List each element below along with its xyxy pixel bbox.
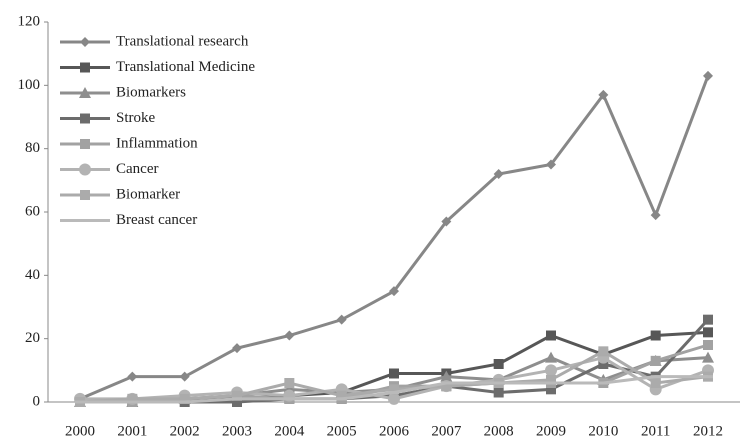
data-point [598, 346, 609, 357]
legend-marker [80, 113, 90, 124]
data-point [179, 393, 190, 404]
data-point [127, 400, 138, 404]
legend-marker [80, 62, 90, 73]
data-point [650, 375, 661, 379]
data-point [493, 387, 504, 398]
data-point [284, 397, 295, 401]
data-point [546, 330, 556, 341]
data-point [389, 391, 399, 394]
data-point [284, 378, 295, 388]
legend-label: Translational Medicine [116, 59, 255, 75]
data-point [493, 359, 504, 369]
data-point [650, 378, 661, 388]
data-point [441, 381, 452, 385]
x-tick-label: 2010 [588, 423, 618, 439]
y-tick-label: 20 [25, 330, 40, 346]
legend-marker [79, 87, 91, 98]
legend-marker [80, 219, 90, 222]
data-point [598, 89, 609, 100]
x-tick-label: 2002 [170, 423, 200, 439]
data-point [389, 384, 399, 395]
data-point [232, 397, 242, 407]
data-point [389, 286, 399, 297]
x-tick-label: 2001 [117, 423, 147, 439]
data-point [650, 330, 661, 341]
data-point [441, 216, 452, 227]
data-point [703, 70, 713, 81]
data-point [440, 370, 453, 382]
data-point [702, 351, 714, 363]
legend-label: Translational research [116, 33, 249, 49]
data-point [388, 392, 400, 405]
data-point [232, 390, 242, 401]
data-point [546, 384, 556, 395]
data-point [703, 340, 713, 350]
data-point [127, 393, 138, 404]
data-point [598, 359, 609, 369]
y-tick-label: 100 [18, 77, 41, 93]
legend-marker [79, 163, 91, 176]
legend-marker [80, 190, 90, 200]
data-point [284, 330, 295, 341]
y-tick-label: 120 [18, 13, 41, 29]
data-point [546, 381, 556, 385]
x-tick-label: 2012 [693, 423, 723, 439]
x-tick-label: 2009 [536, 423, 566, 439]
data-point [232, 397, 242, 401]
data-point [598, 381, 609, 385]
data-point [650, 355, 661, 366]
data-point [546, 159, 556, 170]
x-tick-label: 2000 [65, 423, 95, 439]
legend-label: Cancer [116, 161, 158, 177]
y-tick-label: 0 [33, 393, 41, 409]
data-point [389, 368, 399, 379]
data-point [179, 371, 190, 382]
legend-marker [80, 37, 90, 47]
data-point [336, 314, 347, 325]
y-tick-label: 80 [25, 140, 40, 156]
data-point [493, 169, 504, 179]
data-point [127, 371, 138, 382]
x-tick-label: 2003 [222, 423, 252, 439]
x-tick-label: 2004 [274, 423, 305, 439]
data-point [545, 351, 557, 363]
data-point [179, 400, 190, 404]
legend-label: Biomarkers [116, 84, 186, 100]
data-point [703, 314, 713, 325]
legend-marker [80, 139, 90, 149]
data-point [232, 343, 242, 354]
data-point [650, 210, 661, 221]
y-tick-label: 40 [25, 267, 40, 283]
data-point [336, 397, 347, 401]
legend-label: Breast cancer [116, 212, 197, 228]
x-tick-label: 2006 [379, 423, 410, 439]
y-tick-label: 60 [25, 203, 40, 219]
data-point [703, 327, 713, 338]
x-tick-label: 2008 [484, 423, 514, 439]
data-point [546, 374, 556, 385]
legend-label: Stroke [116, 110, 156, 126]
data-point [441, 381, 452, 392]
data-point [336, 390, 347, 401]
legend-label: Inflammation [116, 135, 198, 151]
x-tick-label: 2011 [641, 423, 670, 439]
legend-label: Biomarker [116, 186, 180, 202]
x-tick-label: 2007 [431, 423, 462, 439]
data-point [493, 381, 504, 385]
x-tick-label: 2005 [327, 423, 357, 439]
data-point [75, 400, 85, 404]
data-point [703, 375, 713, 379]
data-point [545, 364, 557, 377]
